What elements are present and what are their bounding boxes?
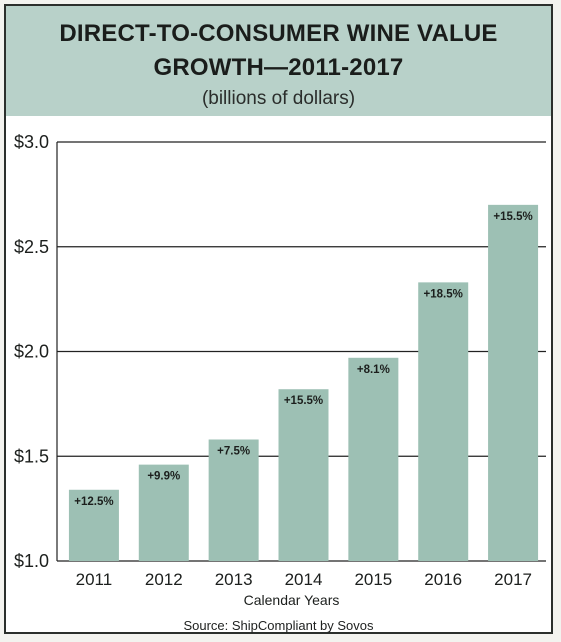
y-tick-label: $2.0 [14, 342, 49, 362]
data-label: +18.5% [424, 288, 463, 300]
data-label: +9.9% [147, 471, 180, 483]
x-tick-label: 2014 [285, 570, 323, 589]
bar [208, 439, 259, 561]
y-tick-label: $1.5 [14, 446, 49, 466]
x-tick-label: 2013 [215, 570, 253, 589]
bar [348, 357, 399, 561]
x-tick-label: 2017 [494, 570, 532, 589]
x-tick-label: 2015 [354, 570, 392, 589]
chart-frame: DIRECT-TO-CONSUMER WINE VALUE GROWTH—201… [4, 4, 553, 634]
chart-subtitle: (billions of dollars) [201, 88, 356, 109]
data-label: +7.5% [217, 445, 250, 457]
bar-chart: +12.5% 2011 +9.9% 2012 +7.5% 2013 +15.5% 2014 +8… [14, 132, 546, 608]
bar [68, 489, 119, 561]
data-label: +8.1% [357, 364, 390, 376]
source-note: Source: ShipCompliant by Sovos [183, 618, 374, 633]
y-tick-label: $2.5 [14, 237, 49, 257]
x-tick-label: 2012 [145, 570, 183, 589]
x-tick-label: 2011 [76, 570, 113, 589]
chart-title-line-1: DIRECT-TO-CONSUMER WINE VALUE [59, 20, 498, 47]
data-label: +15.5% [284, 395, 323, 407]
bar [138, 464, 189, 561]
data-label: +12.5% [74, 496, 113, 508]
bar [418, 282, 469, 561]
y-tick-label: $1.0 [14, 551, 49, 571]
bar [278, 389, 329, 561]
data-label: +15.5% [493, 211, 532, 223]
y-tick-label: $3.0 [14, 132, 49, 152]
x-axis-title: Calendar Years [244, 592, 340, 608]
x-tick-label: 2016 [424, 570, 462, 589]
bar [488, 204, 539, 561]
chart-header [6, 6, 551, 116]
chart-title-line-2: GROWTH—2011-2017 [153, 54, 404, 81]
